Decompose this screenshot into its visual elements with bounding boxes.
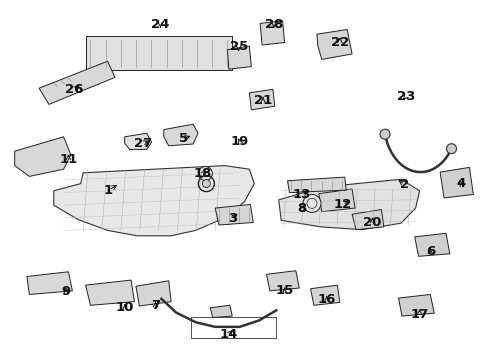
Polygon shape	[227, 46, 251, 69]
Text: 24: 24	[151, 18, 169, 31]
Polygon shape	[210, 305, 232, 318]
Polygon shape	[351, 210, 383, 230]
Polygon shape	[260, 21, 284, 45]
Text: 1: 1	[104, 184, 113, 197]
Text: 26: 26	[65, 83, 83, 96]
Text: 28: 28	[264, 18, 283, 31]
Circle shape	[202, 180, 210, 188]
Polygon shape	[124, 133, 151, 149]
Circle shape	[198, 167, 212, 180]
Text: 12: 12	[332, 198, 351, 211]
Polygon shape	[85, 36, 232, 70]
Text: 20: 20	[363, 216, 381, 229]
Polygon shape	[39, 61, 115, 104]
Text: 19: 19	[230, 135, 248, 148]
Text: 4: 4	[456, 177, 465, 190]
Polygon shape	[85, 280, 134, 305]
Circle shape	[303, 194, 320, 212]
Polygon shape	[27, 272, 72, 294]
Text: 9: 9	[61, 285, 70, 298]
Text: 8: 8	[297, 202, 306, 215]
Circle shape	[379, 129, 389, 139]
Text: 3: 3	[227, 212, 236, 225]
Polygon shape	[266, 271, 299, 291]
Polygon shape	[316, 30, 351, 59]
Text: 25: 25	[229, 40, 247, 53]
Polygon shape	[310, 285, 339, 305]
Polygon shape	[249, 89, 274, 110]
Text: 6: 6	[425, 246, 434, 258]
Text: 17: 17	[409, 308, 428, 321]
Polygon shape	[398, 294, 433, 316]
Polygon shape	[54, 166, 254, 236]
Text: 21: 21	[253, 94, 272, 107]
Text: 10: 10	[115, 301, 134, 314]
Polygon shape	[15, 137, 71, 176]
Polygon shape	[163, 124, 198, 146]
Text: 13: 13	[292, 188, 311, 201]
Polygon shape	[318, 189, 354, 212]
Text: 23: 23	[396, 90, 414, 103]
Polygon shape	[439, 167, 472, 198]
Text: 14: 14	[219, 328, 238, 341]
Text: 5: 5	[179, 132, 187, 145]
Text: 2: 2	[400, 178, 408, 191]
Polygon shape	[215, 204, 253, 225]
Polygon shape	[136, 281, 171, 306]
Text: 16: 16	[317, 293, 335, 306]
Text: 22: 22	[330, 36, 348, 49]
Polygon shape	[414, 233, 449, 256]
Circle shape	[446, 144, 456, 154]
Text: 27: 27	[133, 137, 152, 150]
Polygon shape	[287, 177, 346, 193]
Polygon shape	[278, 179, 419, 230]
Text: 11: 11	[59, 153, 78, 166]
Text: 7: 7	[151, 299, 160, 312]
Text: 15: 15	[275, 284, 293, 297]
Text: 18: 18	[193, 167, 212, 180]
